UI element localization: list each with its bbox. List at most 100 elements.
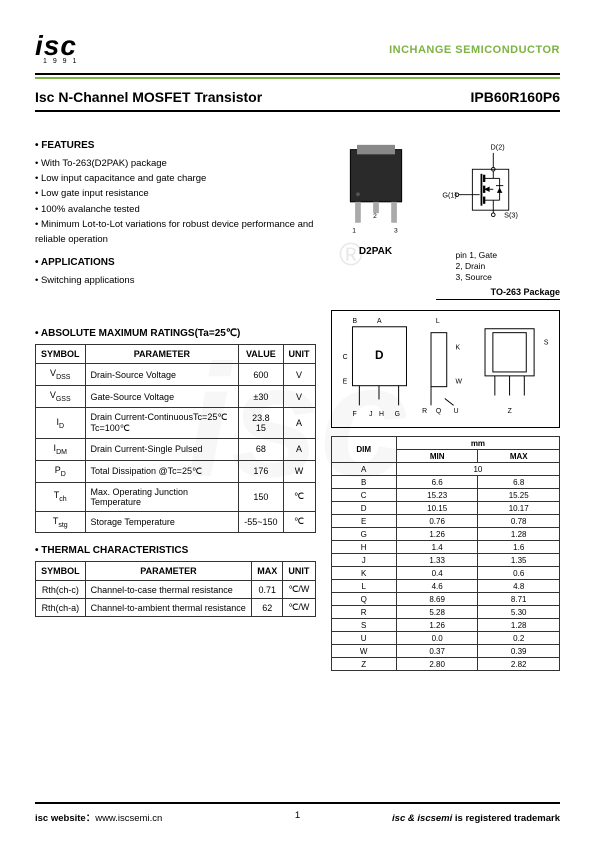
feature-item: Low input capacitance and gate charge <box>35 171 316 186</box>
svg-text:A: A <box>377 318 382 325</box>
thermal-heading: • THERMAL CHARACTERISTICS <box>35 545 316 556</box>
min-cell: 8.69 <box>396 593 478 606</box>
max-cell: 10.17 <box>478 502 560 515</box>
abs-max-heading: • ABSOLUTE MAXIMUM RATINGS(Ta=25℃) <box>35 328 316 339</box>
min-cell: 2.80 <box>396 658 478 671</box>
title-bar: Isc N-Channel MOSFET Transistor IPB60R16… <box>35 89 560 112</box>
table-row: H1.41.6 <box>331 541 560 554</box>
svg-text:F: F <box>352 411 356 418</box>
schematic: D(2) <box>436 142 561 300</box>
svg-text:C: C <box>342 354 347 361</box>
feature-item: 100% avalanche tested <box>35 202 316 217</box>
th-value: VALUE <box>239 345 283 364</box>
min-cell: 5.28 <box>396 606 478 619</box>
val-cell: 23.8 15 <box>239 407 283 438</box>
svg-text:L: L <box>435 318 439 325</box>
min-cell: 4.6 <box>396 580 478 593</box>
th-parameter: PARAMETER <box>85 345 239 364</box>
svg-text:G: G <box>394 411 399 418</box>
page-footer: isc website：www.iscsemi.cn 1 isc & iscse… <box>35 802 560 824</box>
max-cell: 2.82 <box>478 658 560 671</box>
pinout-text: pin 1, Gate 2, Drain 3, Source <box>456 250 561 283</box>
svg-text:J: J <box>369 411 372 418</box>
sym-cell: Rth(ch-c) <box>36 581 86 599</box>
table-row: U0.00.2 <box>331 632 560 645</box>
max-cell: 1.28 <box>478 619 560 632</box>
table-row: A10 <box>331 463 560 476</box>
doc-title: Isc N-Channel MOSFET Transistor <box>35 89 262 105</box>
max-cell: 1.28 <box>478 528 560 541</box>
sym-cell: ID <box>36 407 86 438</box>
th-symbol: SYMBOL <box>36 345 86 364</box>
page-number: 1 <box>295 810 300 821</box>
feature-item: Minimum Lot-to-Lot variations for robust… <box>35 217 316 247</box>
param-cell: Total Dissipation @Tc=25℃ <box>85 460 239 482</box>
apps-heading: • APPLICATIONS <box>35 257 316 268</box>
sym-cell: Tch <box>36 482 86 511</box>
table-row: Rth(ch-c)Channel-to-case thermal resista… <box>36 581 316 599</box>
val-cell: ±30 <box>239 386 283 408</box>
svg-text:W: W <box>455 379 462 386</box>
unit-cell: ℃ <box>283 482 315 511</box>
footer-site-lbl: isc website： <box>35 813 95 824</box>
footer-left: isc website：www.iscsemi.cn <box>35 810 162 824</box>
unit-cell: V <box>283 386 315 408</box>
table-row: D10.1510.17 <box>331 502 560 515</box>
unit-cell: W <box>283 460 315 482</box>
th-unit2: UNIT <box>283 562 315 581</box>
val-cell: 600 <box>239 364 283 386</box>
svg-text:U: U <box>453 408 458 415</box>
features-list: With To-263(D2PAK) packageLow input capa… <box>35 156 316 247</box>
min-cell: 0.37 <box>396 645 478 658</box>
min-cell: 15.23 <box>396 489 478 502</box>
mechanical-drawing: D B A C E F J H G L K W R Q U <box>331 310 561 428</box>
feature-item: Low gate input resistance <box>35 186 316 201</box>
param-cell: Max. Operating Junction Temperature <box>85 482 239 511</box>
svg-text:G(1): G(1) <box>442 190 457 199</box>
table-row: Rth(ch-a)Channel-to-ambient thermal resi… <box>36 599 316 617</box>
max-cell: 5.30 <box>478 606 560 619</box>
unit-cell: V <box>283 364 315 386</box>
min-cell: 1.26 <box>396 619 478 632</box>
sym-cell: PD <box>36 460 86 482</box>
unit-cell: A <box>283 438 315 460</box>
svg-text:E: E <box>342 379 347 386</box>
company-name: INCHANGE SEMICONDUCTOR <box>389 44 560 56</box>
svg-text:3: 3 <box>394 227 398 234</box>
svg-text:B: B <box>352 318 357 325</box>
th-symbol2: SYMBOL <box>36 562 86 581</box>
min-cell: 0.76 <box>396 515 478 528</box>
dim-cell: U <box>331 632 396 645</box>
thermal-table: SYMBOL PARAMETER MAX UNIT Rth(ch-c)Chann… <box>35 561 316 617</box>
max-cell: 0.78 <box>478 515 560 528</box>
footer-tm-b: is registered trademark <box>455 813 560 824</box>
max-cell: 0.2 <box>478 632 560 645</box>
sym-cell: VGSS <box>36 386 86 408</box>
val-cell: -55~150 <box>239 511 283 533</box>
th-parameter2: PARAMETER <box>85 562 252 581</box>
table-row: PDTotal Dissipation @Tc=25℃176W <box>36 460 316 482</box>
svg-text:H: H <box>378 411 383 418</box>
dim-cell: K <box>331 567 396 580</box>
dim-cell: R <box>331 606 396 619</box>
table-row: J1.331.35 <box>331 554 560 567</box>
param-cell: Drain Current-ContinuousTc=25℃ Tc=100℃ <box>85 407 239 438</box>
table-row: IDDrain Current-ContinuousTc=25℃ Tc=100℃… <box>36 407 316 438</box>
svg-text:2: 2 <box>373 213 377 220</box>
sym-cell: Rth(ch-a) <box>36 599 86 617</box>
th-mm: mm <box>396 437 559 450</box>
svg-text:S(3): S(3) <box>504 210 518 219</box>
d2pak-label: D2PAK <box>331 246 421 257</box>
svg-text:S: S <box>543 340 548 347</box>
footer-tm-a: isc & iscsemi <box>392 813 455 824</box>
max-cell: 1.6 <box>478 541 560 554</box>
param-cell: Storage Temperature <box>85 511 239 533</box>
min-cell: 1.33 <box>396 554 478 567</box>
min-cell: 10.15 <box>396 502 478 515</box>
min-cell: 1.4 <box>396 541 478 554</box>
package-photo: 1 2 3 D2PAK <box>331 142 421 257</box>
svg-text:1: 1 <box>352 227 356 234</box>
drain-lbl: D(2) <box>490 142 504 151</box>
dim-cell: A <box>331 463 396 476</box>
svg-text:R: R <box>422 408 427 415</box>
